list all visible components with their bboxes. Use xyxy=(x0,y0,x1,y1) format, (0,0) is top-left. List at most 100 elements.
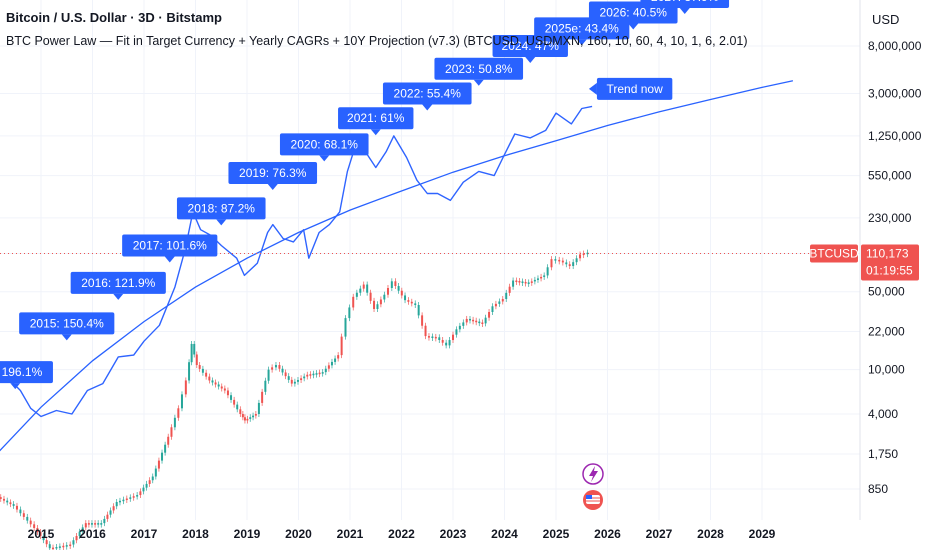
candle-body xyxy=(530,281,533,283)
candle-body xyxy=(518,281,521,283)
candle-body xyxy=(284,372,287,377)
time-tick[interactable]: 2015 xyxy=(28,527,55,541)
time-tick[interactable]: 2018 xyxy=(182,527,209,541)
candle-body xyxy=(19,509,22,514)
candle-body xyxy=(383,294,386,300)
candle-body xyxy=(586,252,589,255)
candle-body xyxy=(201,368,204,373)
price-tick[interactable]: 10,000 xyxy=(868,363,905,377)
candle-body xyxy=(488,311,491,318)
cagr-label-2019: 2019: 76.3% xyxy=(228,162,318,191)
us-flag-icon[interactable] xyxy=(583,490,603,510)
candle-body xyxy=(300,378,303,381)
time-tick[interactable]: 2026 xyxy=(594,527,621,541)
candle-body xyxy=(42,536,45,541)
cagr-label-2024: 2024: 47% xyxy=(492,35,568,63)
candle-body xyxy=(205,372,208,377)
candle-body xyxy=(29,520,32,525)
price-axis[interactable]: 850 1,750 4,000 10,000 22,000 50,000 230,000 55… xyxy=(868,39,922,496)
candle-body xyxy=(223,388,226,391)
price-tick[interactable]: 550,000 xyxy=(868,169,912,183)
candle-body xyxy=(100,523,103,525)
last-price-tag[interactable]: 110,173 01:19:55 xyxy=(861,244,919,281)
currency-label[interactable]: USD xyxy=(872,12,900,27)
candle-body xyxy=(180,394,183,409)
candle-body xyxy=(568,264,571,267)
lightning-icon[interactable] xyxy=(582,463,604,485)
candle-body xyxy=(407,300,410,302)
candle-body xyxy=(427,336,430,338)
candle-body xyxy=(243,417,246,421)
chart-title: Bitcoin / U.S. Dollar · 3D · Bitstamp xyxy=(6,10,222,25)
cagr-label-2016: 2016: 121.9% xyxy=(70,271,166,300)
candle-body xyxy=(397,286,400,291)
candle-body xyxy=(417,305,420,316)
candle-body xyxy=(139,491,142,496)
time-tick[interactable]: 2022 xyxy=(388,527,415,541)
time-tick[interactable]: 2024 xyxy=(491,527,518,541)
candle-body xyxy=(148,480,151,484)
time-tick[interactable]: 2021 xyxy=(337,527,364,541)
candle-body xyxy=(582,253,585,256)
cagr-label-2027: 2027: 37.9% xyxy=(640,0,730,15)
candle-body xyxy=(214,382,217,385)
candle-body xyxy=(303,376,306,379)
candle-body xyxy=(264,380,267,392)
candle-body xyxy=(164,444,167,453)
candle-body xyxy=(281,368,284,373)
candle-body xyxy=(327,365,330,369)
price-tick[interactable]: 1,750 xyxy=(868,447,898,461)
price-tick[interactable]: 1,250,000 xyxy=(868,129,922,143)
cagr-label-2014-pointer xyxy=(10,383,21,390)
cagr-label-2018-box xyxy=(176,197,266,220)
candle-body xyxy=(524,281,527,284)
candle-body xyxy=(39,532,42,537)
cagr-label-2019-box xyxy=(228,162,318,185)
candle-body xyxy=(441,340,444,343)
time-tick[interactable]: 2029 xyxy=(749,527,776,541)
candle-body xyxy=(431,336,434,338)
price-tick[interactable]: 850 xyxy=(868,482,888,496)
candle-body xyxy=(462,322,465,326)
candle-body xyxy=(390,281,393,289)
indicator-legend[interactable]: BTC Power Law — Fit in Target Currency +… xyxy=(6,34,748,48)
candle-body xyxy=(226,390,229,396)
time-tick[interactable]: 2016 xyxy=(79,527,106,541)
candle-body xyxy=(112,506,115,511)
candle-body xyxy=(379,299,382,305)
time-tick[interactable]: 2017 xyxy=(131,527,158,541)
candle-body xyxy=(278,365,281,369)
candle-body xyxy=(109,510,112,515)
time-tick[interactable]: 2023 xyxy=(440,527,467,541)
candle-body xyxy=(337,355,340,359)
time-tick[interactable]: 2027 xyxy=(646,527,673,541)
price-tick[interactable]: 8,000,000 xyxy=(868,39,922,53)
candle-body xyxy=(491,306,494,312)
cagr-label-2020-box xyxy=(279,133,369,156)
price-tick[interactable]: 3,000,000 xyxy=(868,86,922,100)
candle-body xyxy=(505,292,508,300)
price-tick[interactable]: 4,000 xyxy=(868,407,898,421)
time-tick[interactable]: 2019 xyxy=(234,527,261,541)
symbol-tag: BTCUSD xyxy=(809,244,859,263)
candle-body xyxy=(22,513,25,517)
cagr-label-2026-pointer xyxy=(628,23,639,30)
time-tick[interactable]: 2020 xyxy=(285,527,312,541)
symbol-tag-box xyxy=(810,244,858,263)
time-tick[interactable]: 2028 xyxy=(697,527,724,541)
time-axis[interactable]: 2015 2016 2017 2018 2019 2020 2021 2022 2023 2024… xyxy=(28,527,776,541)
trend-now-label-text: Trend now xyxy=(607,82,664,96)
candle-body xyxy=(579,254,582,259)
candle-body xyxy=(324,368,327,373)
time-tick[interactable]: 2025 xyxy=(543,527,570,541)
cagr-label-2014-text: 4: 196.1% xyxy=(0,365,43,379)
plot-area[interactable] xyxy=(0,80,860,550)
cagr-label-2024-text: 2024: 47% xyxy=(502,39,560,53)
candle-body xyxy=(309,374,312,376)
price-tick[interactable]: 230,000 xyxy=(868,211,912,225)
candle-body xyxy=(15,505,18,510)
price-tick[interactable]: 22,000 xyxy=(868,324,905,338)
price-tick[interactable]: 50,000 xyxy=(868,285,905,299)
candle-body xyxy=(72,540,75,545)
